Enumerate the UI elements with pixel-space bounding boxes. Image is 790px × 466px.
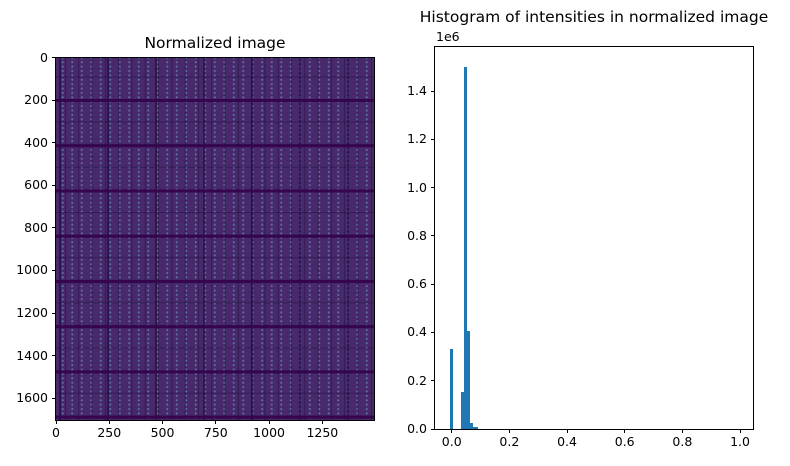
x-tick-mark	[55, 419, 57, 424]
y-tick-mark	[52, 312, 56, 314]
y-tick-label: 1600	[16, 389, 48, 405]
x-tick-mark	[566, 429, 568, 433]
x-tick-label: 1250	[306, 424, 339, 440]
y-tick-mark	[431, 90, 435, 92]
right-plot-title: Histogram of intensities in normalized i…	[419, 8, 769, 26]
x-tick-mark	[624, 429, 626, 433]
histogram-bar	[461, 391, 465, 429]
y-tick-mark	[52, 142, 56, 144]
y-axis-offset-label: 1e6	[436, 29, 460, 44]
histogram-axes	[434, 45, 754, 430]
x-tick-mark	[451, 429, 453, 433]
y-tick-label: 200	[24, 91, 48, 107]
x-tick-label: 1.0	[730, 434, 750, 449]
x-tick-label: 750	[203, 424, 228, 440]
y-tick-label: 1.2	[407, 131, 427, 147]
y-tick-label: 1400	[16, 347, 48, 363]
histogram-bar	[470, 422, 474, 429]
x-tick-mark	[508, 429, 510, 433]
y-tick-mark	[52, 184, 56, 186]
y-tick-mark	[52, 227, 56, 229]
x-tick-label: 0.0	[441, 434, 462, 449]
y-tick-mark	[431, 138, 435, 140]
left-plot-title: Normalized image	[144, 34, 286, 52]
y-tick-label: 1.4	[407, 82, 427, 98]
x-tick-label: 0.4	[557, 434, 577, 449]
histogram-bar	[450, 349, 454, 429]
y-tick-label: 0.0	[407, 420, 427, 436]
x-tick-label: 500	[150, 424, 175, 440]
y-tick-mark	[52, 397, 56, 399]
y-tick-label: 0.4	[407, 324, 427, 340]
histogram-bar	[464, 67, 468, 429]
x-tick-mark	[215, 419, 217, 424]
x-tick-mark	[108, 419, 110, 424]
x-tick-mark	[268, 419, 270, 424]
y-tick-label: 400	[24, 134, 48, 150]
x-tick-mark	[321, 419, 323, 424]
y-tick-label: 600	[24, 177, 48, 192]
x-tick-mark	[681, 429, 683, 433]
y-tick-mark	[431, 235, 435, 237]
x-tick-mark	[739, 429, 741, 433]
y-tick-label: 1.0	[407, 179, 427, 195]
x-tick-mark	[162, 419, 164, 424]
y-tick-mark	[52, 355, 56, 357]
y-tick-mark	[52, 57, 56, 58]
y-tick-mark	[431, 187, 435, 189]
y-tick-label: 800	[24, 219, 48, 235]
y-tick-mark	[431, 331, 435, 333]
y-tick-label: 0.8	[407, 227, 427, 243]
x-tick-label: 0.8	[672, 434, 693, 449]
normalized-image-axes	[55, 57, 375, 421]
y-tick-mark	[431, 283, 435, 285]
y-tick-label: 0.6	[407, 275, 427, 291]
histogram-bar	[473, 427, 478, 429]
normalized-image	[56, 58, 374, 420]
x-tick-label: 0.6	[614, 434, 635, 449]
histogram-bar	[467, 331, 471, 429]
y-tick-label: 1000	[16, 262, 48, 278]
y-tick-label: 1200	[16, 304, 48, 320]
x-tick-label: 0.2	[499, 434, 520, 449]
y-tick-mark	[52, 99, 56, 101]
y-tick-mark	[52, 269, 56, 271]
y-tick-mark	[431, 380, 435, 382]
x-tick-label: 1000	[253, 424, 285, 440]
y-tick-label: 0	[40, 49, 48, 65]
x-tick-label: 0	[52, 424, 60, 440]
y-tick-mark	[431, 428, 435, 430]
y-tick-label: 0.2	[407, 372, 427, 388]
x-tick-label: 250	[97, 424, 122, 440]
